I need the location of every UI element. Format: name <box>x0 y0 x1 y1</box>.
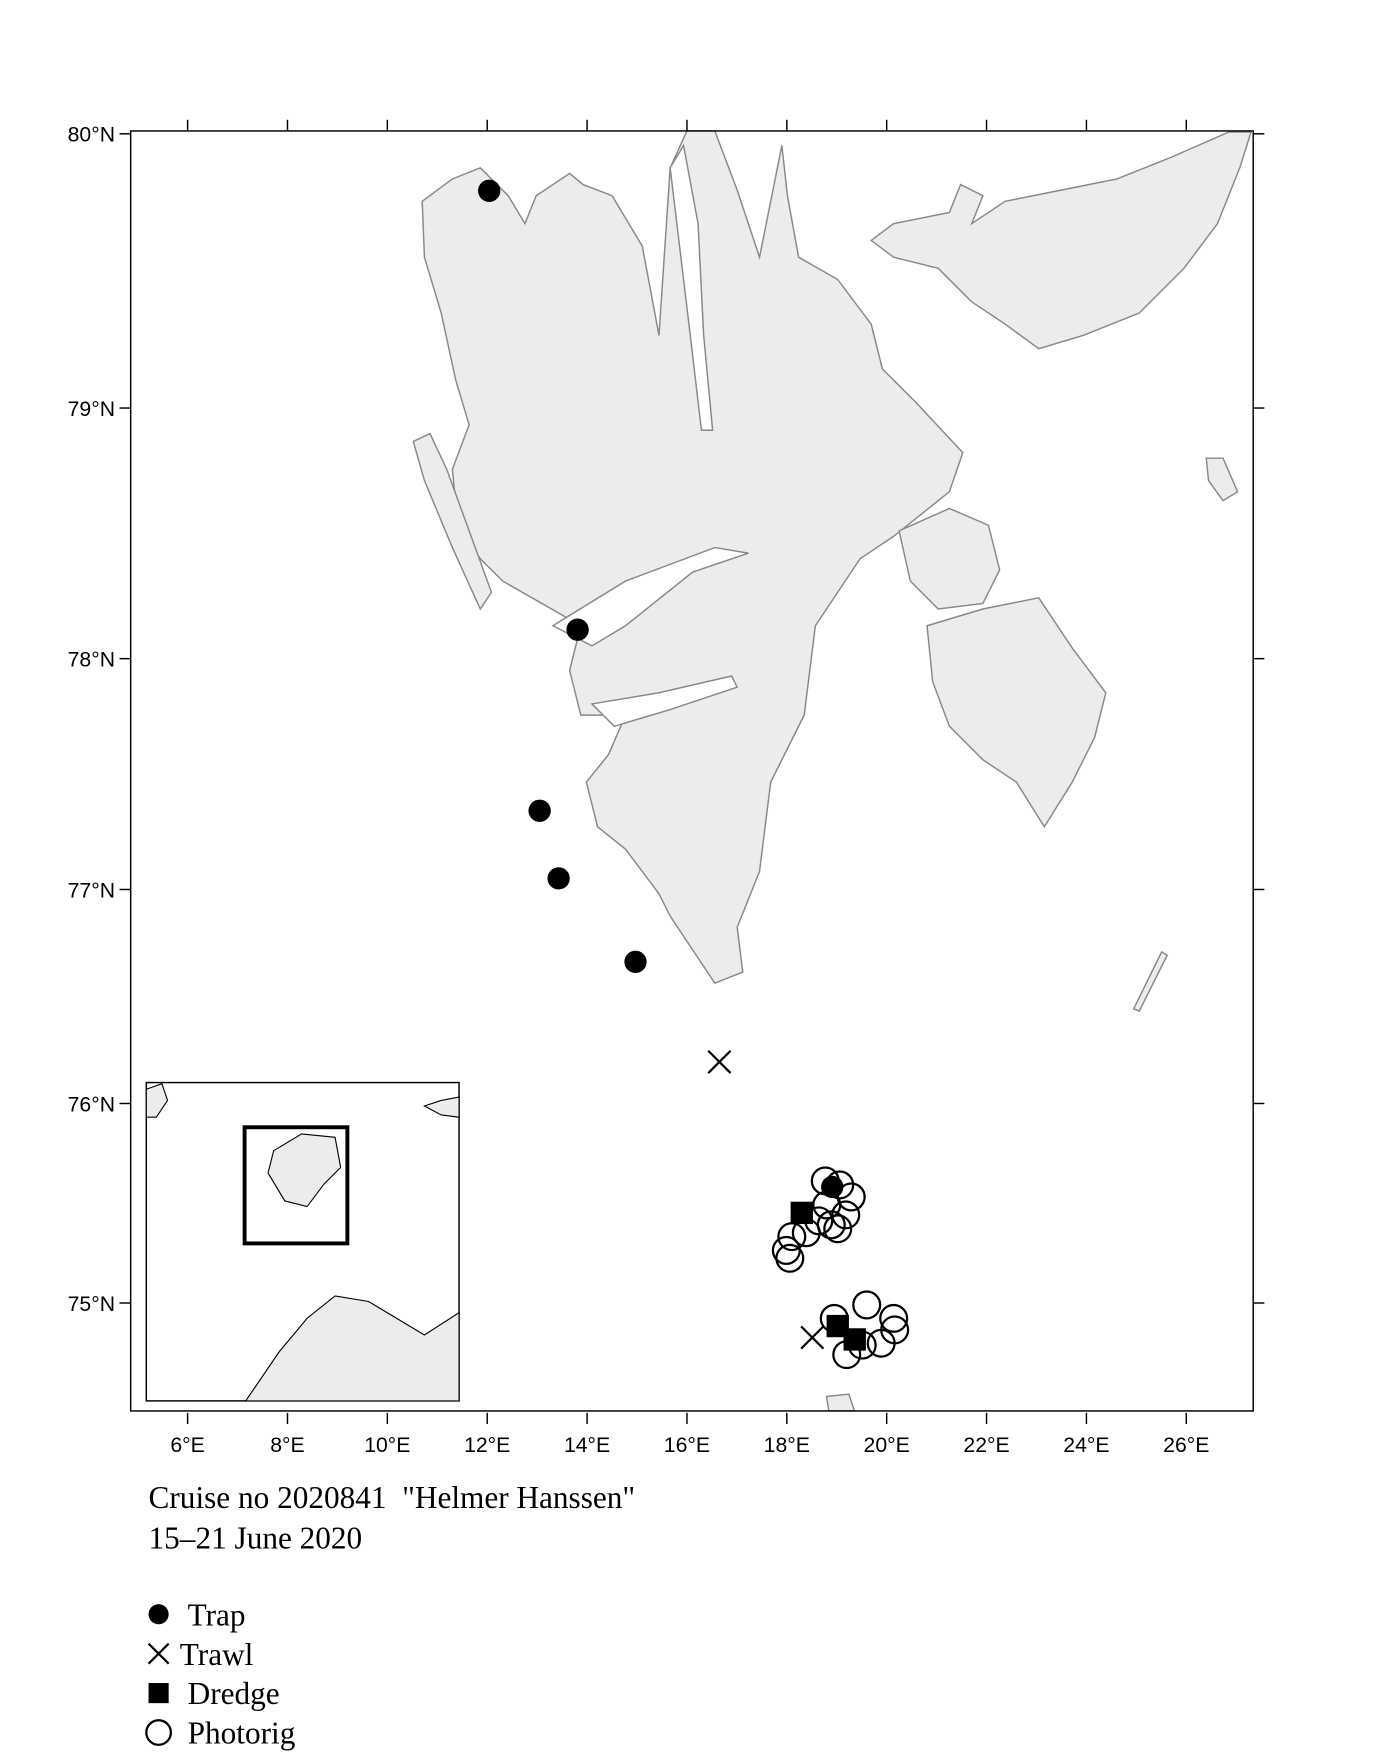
fjord <box>669 143 714 432</box>
marker-shape <box>547 867 570 890</box>
marker-open-circle <box>852 1290 882 1320</box>
nordaustlandet <box>869 131 1252 350</box>
legend-label: Trap <box>188 1597 246 1632</box>
marker-filled-square <box>826 1314 849 1338</box>
inset-extent-box <box>242 1125 350 1246</box>
marker-shape <box>790 1201 813 1225</box>
marker-shape <box>831 1200 861 1230</box>
y-tick-label: 78°N <box>68 648 115 671</box>
kvitoya <box>1205 457 1239 502</box>
legend-marker <box>148 1683 169 1704</box>
title: Cruise no 2020841 "Helmer Hanssen" <box>149 1480 636 1515</box>
marker-shape <box>624 950 647 974</box>
hopen <box>1132 950 1169 1013</box>
marker-shape <box>148 1604 169 1625</box>
legend-label: Dredge <box>188 1676 280 1711</box>
y-tick-label: 80°N <box>68 124 115 147</box>
edgeoya <box>926 597 1107 829</box>
marker-shape <box>866 1328 896 1358</box>
x-tick-label: 22°E <box>963 1434 1009 1457</box>
barentsoya <box>898 507 1001 610</box>
marker-cross <box>707 1049 732 1074</box>
fjord <box>551 546 749 647</box>
prins-karls-forland <box>412 432 493 611</box>
marker-open-circle <box>879 1303 909 1333</box>
marker-shape <box>843 1328 866 1351</box>
marker-open-circle <box>866 1328 896 1358</box>
marker-shape <box>145 1719 173 1746</box>
marker-shape <box>148 1683 169 1704</box>
x-tick-label: 10°E <box>364 1434 410 1457</box>
marker-filled-circle <box>566 618 589 641</box>
marker-filled-circle <box>547 867 570 890</box>
x-tick-label: 14°E <box>564 1434 610 1457</box>
marker-shape <box>707 1049 732 1074</box>
marker-filled-circle <box>478 179 501 202</box>
inset-land <box>145 1082 169 1118</box>
marker-shape <box>478 179 501 202</box>
inset-land <box>244 1295 460 1402</box>
subtitle: 15–21 June 2020 <box>149 1520 363 1555</box>
bjornoya <box>825 1393 856 1412</box>
x-tick-label: 26°E <box>1163 1434 1209 1457</box>
map-frame <box>129 130 1254 1412</box>
inset-land <box>423 1096 460 1118</box>
marker-shape <box>800 1325 825 1350</box>
marker-filled-circle <box>528 799 551 822</box>
y-tick-label: 75°N <box>68 1293 115 1316</box>
marker-filled-square <box>843 1328 866 1351</box>
marker-shape <box>775 1243 805 1273</box>
legend-label: Trawl <box>180 1637 254 1672</box>
marker-cross <box>800 1325 825 1350</box>
y-tick-label: 77°N <box>68 879 115 902</box>
legend-marker <box>148 1604 169 1625</box>
marker-shape <box>147 1642 170 1665</box>
marker-shape <box>528 799 551 822</box>
legend-marker <box>147 1642 170 1665</box>
x-tick-label: 20°E <box>864 1434 910 1457</box>
y-tick-label: 76°N <box>68 1093 115 1116</box>
land <box>412 130 1252 1412</box>
marker-shape <box>852 1290 882 1320</box>
x-tick-label: 16°E <box>664 1434 710 1457</box>
x-tick-label: 18°E <box>764 1434 810 1457</box>
marker-open-circle <box>775 1243 805 1273</box>
legend-label: Photorig <box>188 1716 296 1751</box>
y-tick-label: 79°N <box>68 398 115 421</box>
marker-shape <box>566 618 589 641</box>
inset-land <box>267 1133 342 1208</box>
marker-filled-square <box>790 1201 813 1225</box>
x-tick-label: 24°E <box>1063 1434 1109 1457</box>
marker-filled-circle <box>624 950 647 974</box>
marker-shape <box>821 1175 844 1199</box>
x-tick-label: 12°E <box>464 1434 510 1457</box>
inset-map <box>145 1081 460 1402</box>
legend-marker <box>145 1719 173 1746</box>
marker-shape <box>879 1303 909 1333</box>
marker-shape <box>823 1214 853 1244</box>
x-tick-label: 8°E <box>270 1434 304 1457</box>
marker-open-circle <box>831 1200 861 1230</box>
marker-open-circle <box>823 1214 853 1244</box>
x-tick-label: 6°E <box>170 1434 204 1457</box>
fjord <box>590 675 739 728</box>
marker-shape <box>826 1314 849 1338</box>
marker-filled-circle <box>821 1175 844 1199</box>
